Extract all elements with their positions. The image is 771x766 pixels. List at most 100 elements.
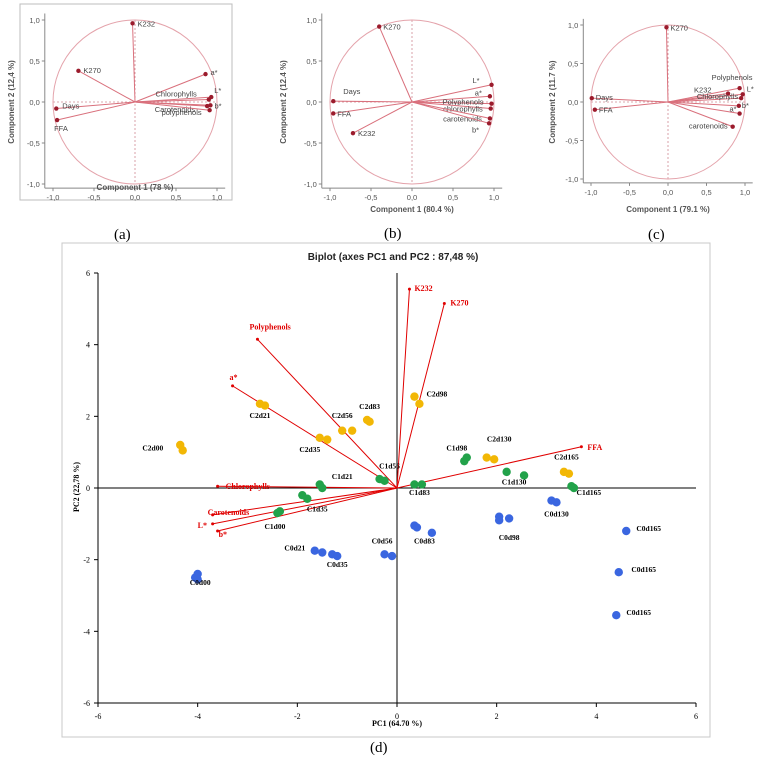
x-tick-label: 0,5 xyxy=(448,193,458,202)
loading-vector xyxy=(134,101,210,111)
x-tick-label: 0,5 xyxy=(701,188,711,197)
y-tick-label: 6 xyxy=(86,269,90,278)
y-tick-label: 0,5 xyxy=(568,60,578,69)
y-tick-label: 0,0 xyxy=(29,98,39,107)
variable-vector-tip xyxy=(216,529,220,533)
variable-vector-tip xyxy=(255,337,259,341)
variable-vector-tip xyxy=(579,445,583,449)
loading-label: L* xyxy=(214,86,221,95)
x-tick-label: -0,5 xyxy=(623,188,636,197)
chart-title: Biplot (axes PC1 and PC2 : 87,48 %) xyxy=(308,252,479,263)
loading-label: K232 xyxy=(358,129,376,138)
observation-point-c1 xyxy=(569,483,579,493)
loading-label: polyphenols xyxy=(162,108,202,117)
observation-point-c0 xyxy=(494,516,504,525)
observation-point-c2 xyxy=(337,426,347,435)
variable-vector xyxy=(396,446,582,489)
y-axis-label: Component 2 (12,4 %) xyxy=(7,60,16,144)
y-axis-label: Component 2 (12.4 %) xyxy=(279,60,288,144)
observation-point-c2 xyxy=(323,435,332,444)
variable-vector xyxy=(217,487,398,532)
loading-vector xyxy=(352,101,413,134)
loading-point xyxy=(664,25,669,30)
loading-label: Days xyxy=(62,102,79,111)
observation-point-c2 xyxy=(365,417,374,426)
y-tick-label: 2 xyxy=(86,412,90,421)
observation-point-c0 xyxy=(412,523,422,532)
loading-vector xyxy=(134,101,208,107)
observation-label: C1d165 xyxy=(577,488,602,497)
loading-point xyxy=(725,91,731,96)
loading-vector xyxy=(594,101,669,111)
observation-point-c1 xyxy=(410,480,419,489)
x-axis-label: Component 1 (78 %) xyxy=(97,183,174,192)
correlation-circle-a: -1,0 -0,5 0,0 0,5 1,0 -1,0 -0,5 0,0 0,5 1,0 Compon… xyxy=(7,3,233,202)
observation-label: C1d56 xyxy=(379,461,400,470)
observation-label: C2d00 xyxy=(142,443,163,452)
loading-vector xyxy=(411,101,491,110)
variable-vector-label: b* xyxy=(219,530,227,539)
variable-vector xyxy=(396,289,410,489)
observation-point-c1 xyxy=(275,507,285,516)
y-tick-label: 0,0 xyxy=(568,98,578,107)
observation-label: C0d98 xyxy=(499,533,520,542)
y-tick-label: -1,0 xyxy=(27,180,40,189)
x-tick-label: -2 xyxy=(294,712,301,721)
loading-point xyxy=(589,95,594,101)
observation-label: C2d165 xyxy=(554,452,579,461)
y-tick-label: 1,0 xyxy=(306,16,316,25)
variable-vector-label: FFA xyxy=(587,443,602,452)
variable-vector xyxy=(257,338,398,489)
variable-vector-label: a* xyxy=(230,373,238,382)
loading-point xyxy=(204,103,210,109)
variable-vector-label: Chlorophylls xyxy=(226,482,270,491)
loading-label: Polyphenols xyxy=(443,98,484,107)
loading-vector xyxy=(134,99,209,103)
unit-circle xyxy=(329,19,495,185)
observation-label: C0d35 xyxy=(327,560,348,569)
observation-label: C0d165 xyxy=(631,565,656,574)
loading-label: a* xyxy=(475,88,482,97)
panel-frame xyxy=(19,3,233,201)
x-axis-label: PC1 (64.70 %) xyxy=(372,719,422,728)
observation-label: C0d130 xyxy=(544,510,569,519)
variable-vector-tip xyxy=(211,522,215,526)
observation-label: C2d56 xyxy=(332,411,353,420)
loading-vector xyxy=(378,26,413,103)
observation-label: C2d35 xyxy=(299,445,320,454)
y-tick-label: -4 xyxy=(83,627,90,636)
loading-point xyxy=(487,116,493,121)
observation-point-c2 xyxy=(260,401,270,410)
loading-label: chlorophylls xyxy=(443,105,483,114)
loading-point xyxy=(737,111,742,116)
observation-point-c1 xyxy=(417,480,427,489)
correlation-circle-c: -1,0 -0,5 0,0 0,5 1,0 -1,0 -0,5 0,0 0,5 1,0 Compon… xyxy=(548,18,754,214)
y-tick-label: -1,0 xyxy=(304,180,317,189)
x-tick-label: 0 xyxy=(395,712,399,721)
loading-vector xyxy=(411,101,490,124)
loading-point xyxy=(740,92,745,97)
variable-vector xyxy=(212,487,398,525)
x-tick-label: 6 xyxy=(694,712,698,721)
observation-label: C2d83 xyxy=(359,402,380,411)
loading-point xyxy=(736,103,742,109)
x-tick-label: -0,5 xyxy=(365,193,378,202)
x-tick-label: 2 xyxy=(495,712,499,721)
variable-vector-tip xyxy=(211,513,215,517)
y-tick-label: 1,0 xyxy=(29,16,39,25)
observation-point-c1 xyxy=(303,494,312,503)
observation-label: C2d98 xyxy=(426,390,447,399)
loading-point xyxy=(54,117,60,123)
loading-point xyxy=(54,106,59,111)
variable-vector-label: K232 xyxy=(414,284,432,293)
x-tick-label: 0,5 xyxy=(171,193,181,202)
biplot-panel: Biplot (axes PC1 and PC2 : 87,48 %) -6 -4 -… xyxy=(61,242,711,738)
loading-label: b* xyxy=(742,101,749,110)
y-tick-label: 0,5 xyxy=(29,57,39,66)
loading-point xyxy=(377,24,382,29)
y-tick-label: 1,0 xyxy=(568,21,578,30)
variable-vector-label: Carotenoids xyxy=(208,508,250,517)
loading-label: Days xyxy=(343,87,360,96)
observation-label: C0d165 xyxy=(626,608,651,617)
